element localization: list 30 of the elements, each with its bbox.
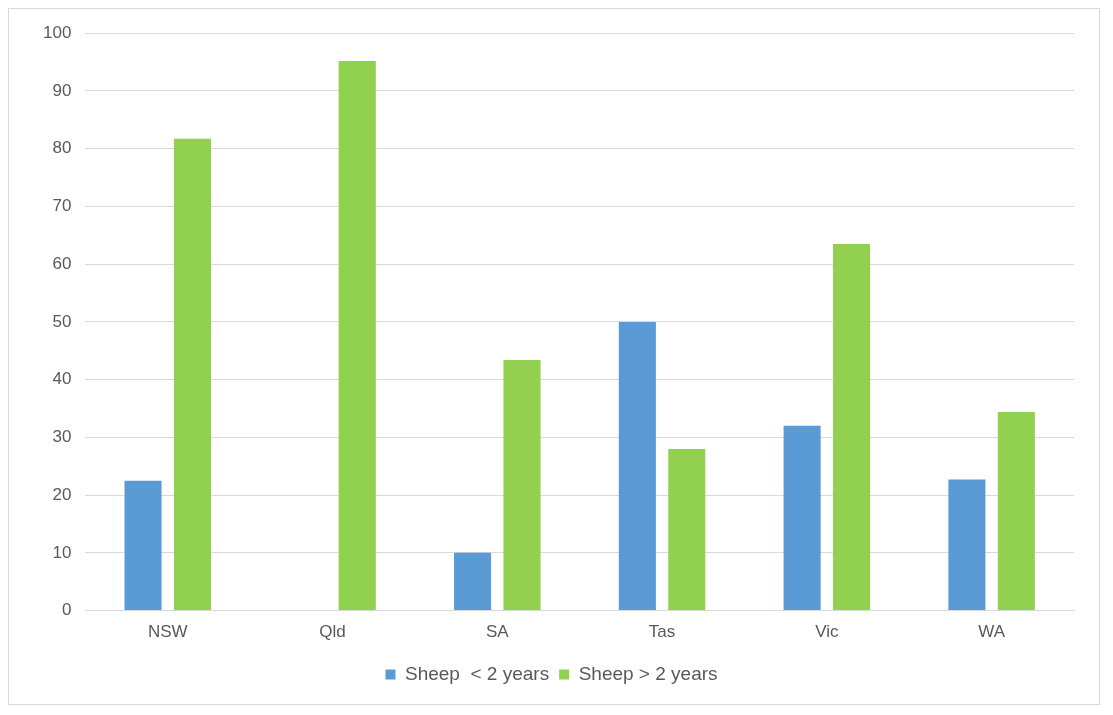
y-tick-label: 40 xyxy=(52,369,72,389)
legend-label: Sheep < 2 years xyxy=(404,662,550,684)
bar xyxy=(173,138,211,611)
y-tick-label: 80 xyxy=(52,138,72,158)
bar xyxy=(618,321,656,611)
y-tick-label: 50 xyxy=(52,311,72,331)
bar xyxy=(503,360,541,611)
y-tick-label: 70 xyxy=(52,196,72,216)
y-tick-label: 0 xyxy=(61,600,72,620)
bar xyxy=(833,243,871,611)
x-tick-label: Tas xyxy=(648,622,676,642)
bar xyxy=(948,479,986,611)
bar xyxy=(783,425,821,611)
bar xyxy=(668,448,706,611)
x-tick-label: SA xyxy=(485,622,510,642)
x-tick-label: WA xyxy=(978,622,1006,642)
legend-label: Sheep > 2 years xyxy=(578,662,718,684)
bar xyxy=(338,60,376,611)
x-tick-label: Vic xyxy=(815,622,839,642)
y-tick-label: 30 xyxy=(52,427,72,447)
y-tick-label: 10 xyxy=(52,542,72,562)
bar xyxy=(454,552,492,611)
x-tick-label: Qld xyxy=(319,622,346,642)
y-tick-label: 20 xyxy=(52,484,72,504)
bar xyxy=(997,411,1035,611)
x-tick-label: NSW xyxy=(147,622,188,642)
y-tick-label: 60 xyxy=(52,253,72,273)
y-tick-label: 90 xyxy=(52,80,72,100)
y-tick-label: 100 xyxy=(42,22,72,42)
bar xyxy=(124,480,162,611)
